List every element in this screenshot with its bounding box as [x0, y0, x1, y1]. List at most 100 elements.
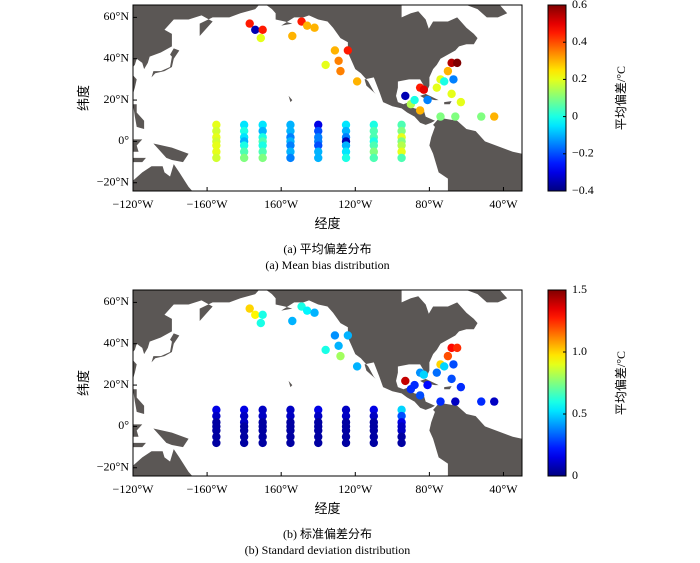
colorbar-tick-label: −0.2 [572, 146, 594, 160]
station-point [443, 351, 453, 361]
station-point [212, 126, 221, 136]
station-point [212, 405, 221, 415]
colorbar-tick-label: 0.5 [572, 406, 587, 420]
station-point [343, 46, 353, 55]
x-tick-label: −120°W [113, 197, 155, 211]
station-point [452, 58, 462, 68]
station-point [341, 426, 351, 435]
station-point [341, 147, 351, 156]
station-point [334, 341, 343, 350]
station-point [330, 331, 340, 340]
station-point [286, 120, 295, 130]
station-point [251, 310, 260, 319]
station-point [343, 331, 353, 340]
colorbar-tick-label: 1.5 [572, 282, 587, 296]
station-point [310, 23, 319, 32]
map-frame [132, 4, 523, 192]
station-point [490, 112, 499, 121]
station-point [258, 153, 267, 163]
station-point [397, 432, 406, 441]
station-point [397, 405, 406, 415]
caption-zh: (b) 标准偏差分布 [283, 526, 372, 541]
station-point [419, 370, 429, 379]
station-point [477, 397, 486, 406]
caption-en: (b) Standard deviation distribution [245, 543, 411, 557]
y-tick-label: 0° [118, 418, 129, 432]
station-point [251, 25, 260, 34]
station-point [369, 432, 379, 441]
station-point [341, 411, 351, 421]
y-tick-label: −20°N [97, 174, 130, 188]
station-point [239, 438, 249, 448]
x-tick-label: −160°W [187, 482, 229, 496]
station-point [321, 345, 330, 355]
x-axis-label: 经度 [314, 216, 340, 231]
map-panel: −120°W −160°W 160°W 120°W 80°W 40°W 60°N 40°N 20… [76, 282, 628, 557]
y-tick-label: 20°N [104, 377, 130, 391]
colorbar-tick-label: 0 [572, 108, 578, 122]
station-point [369, 405, 379, 415]
x-tick-label: 80°W [415, 197, 444, 211]
landmass [133, 5, 259, 70]
station-point [239, 405, 249, 415]
station-point [239, 153, 249, 163]
station-point [415, 391, 425, 400]
landmass [266, 5, 478, 125]
station-point [258, 432, 267, 441]
y-axis-label: 纬度 [76, 370, 91, 396]
station-point [286, 411, 295, 421]
colorbar-tick-label: −0.4 [572, 183, 594, 197]
station-point [286, 147, 295, 156]
y-tick-label: −20°N [97, 459, 130, 473]
station-point [302, 306, 312, 315]
station-point [341, 141, 351, 150]
station-point [286, 426, 295, 435]
y-tick-label: 0° [118, 133, 129, 147]
landmass [444, 101, 452, 105]
x-tick-label: −120°W [113, 482, 155, 496]
colorbar-tick-label: 0.6 [572, 0, 587, 11]
station-point [258, 426, 267, 435]
station-point [286, 438, 295, 448]
station-point [314, 432, 323, 441]
x-tick-label: 40°W [489, 482, 518, 496]
station-point [288, 31, 297, 41]
station-point [397, 126, 406, 136]
station-point [288, 316, 297, 326]
station-point [258, 310, 267, 319]
station-point [341, 432, 351, 441]
station-point [314, 438, 323, 448]
station-point [302, 21, 312, 30]
station-point [314, 411, 323, 421]
station-point [212, 426, 221, 435]
station-point [341, 126, 351, 136]
caption-en: (a) Mean bias distribution [265, 258, 389, 272]
landmass [133, 290, 259, 355]
landmass [466, 5, 508, 18]
station-point [341, 405, 351, 415]
station-point [258, 438, 267, 448]
station-point [397, 438, 406, 448]
station-point [245, 304, 254, 313]
station-point [258, 147, 267, 156]
station-point [212, 432, 221, 441]
station-point [314, 153, 323, 163]
landmass [444, 386, 452, 390]
x-tick-label: −160°W [187, 197, 229, 211]
map-panel: −120°W −160°W 160°W 120°W 80°W 40°W 60°N 40°N 20… [76, 0, 628, 272]
station-point [369, 153, 379, 163]
station-point [397, 120, 406, 130]
station-point [212, 153, 221, 163]
station-point [212, 147, 221, 156]
station-point [310, 308, 319, 317]
station-point [239, 426, 249, 435]
station-point [369, 141, 379, 150]
station-point [477, 112, 486, 121]
station-point [397, 426, 406, 435]
station-point [286, 141, 295, 150]
x-tick-label: 40°W [489, 197, 518, 211]
station-point [449, 75, 458, 84]
station-point [456, 97, 466, 107]
landmass [133, 442, 146, 448]
